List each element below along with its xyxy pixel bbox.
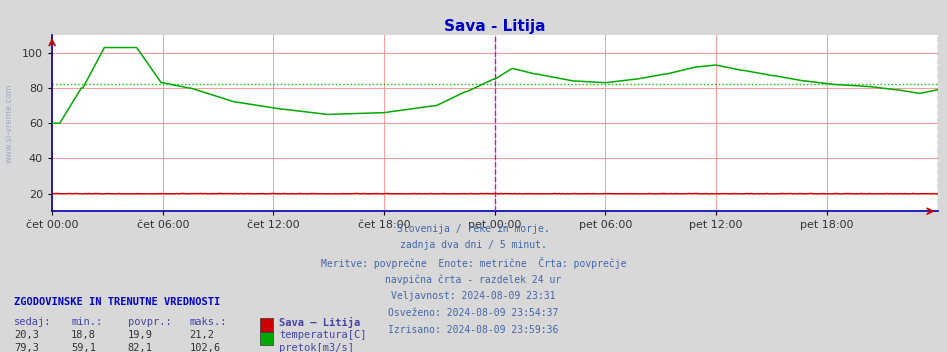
Text: temperatura[C]: temperatura[C] xyxy=(279,330,366,340)
Text: zadnja dva dni / 5 minut.: zadnja dva dni / 5 minut. xyxy=(400,240,547,250)
Text: Veljavnost: 2024-08-09 23:31: Veljavnost: 2024-08-09 23:31 xyxy=(391,291,556,301)
Text: 79,3: 79,3 xyxy=(14,343,39,352)
Text: Meritve: povprečne  Enote: metrične  Črta: povprečje: Meritve: povprečne Enote: metrične Črta:… xyxy=(321,257,626,269)
Text: Izrisano: 2024-08-09 23:59:36: Izrisano: 2024-08-09 23:59:36 xyxy=(388,325,559,335)
Text: sedaj:: sedaj: xyxy=(14,317,52,327)
Text: www.si-vreme.com: www.si-vreme.com xyxy=(5,83,14,163)
Text: Sava – Litija: Sava – Litija xyxy=(279,317,361,328)
Text: ZGODOVINSKE IN TRENUTNE VREDNOSTI: ZGODOVINSKE IN TRENUTNE VREDNOSTI xyxy=(14,297,221,307)
Text: 82,1: 82,1 xyxy=(128,343,152,352)
Text: navpična črta - razdelek 24 ur: navpična črta - razdelek 24 ur xyxy=(385,274,562,285)
Text: 18,8: 18,8 xyxy=(71,330,96,340)
Text: Osveženo: 2024-08-09 23:54:37: Osveženo: 2024-08-09 23:54:37 xyxy=(388,308,559,318)
Text: maks.:: maks.: xyxy=(189,317,227,327)
Text: pretok[m3/s]: pretok[m3/s] xyxy=(279,343,354,352)
Text: 102,6: 102,6 xyxy=(189,343,221,352)
Text: povpr.:: povpr.: xyxy=(128,317,171,327)
Text: Slovenija / reke in morje.: Slovenija / reke in morje. xyxy=(397,224,550,233)
Text: 20,3: 20,3 xyxy=(14,330,39,340)
Text: 59,1: 59,1 xyxy=(71,343,96,352)
Text: 19,9: 19,9 xyxy=(128,330,152,340)
Title: Sava - Litija: Sava - Litija xyxy=(444,19,545,34)
Text: min.:: min.: xyxy=(71,317,102,327)
Text: 21,2: 21,2 xyxy=(189,330,214,340)
